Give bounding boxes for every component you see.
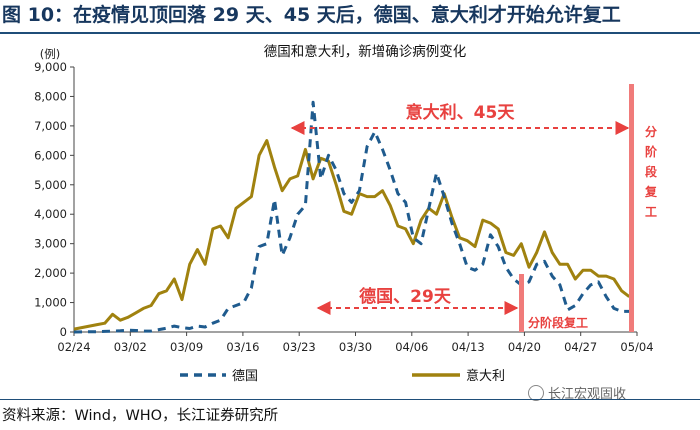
italy-reopen-label: 分阶段复工: [644, 124, 658, 219]
y-tick-label: 0: [60, 325, 67, 339]
x-tick-label: 03/09: [170, 340, 203, 354]
x-tick-label: 05/04: [620, 340, 653, 354]
germany-line: [73, 100, 638, 334]
x-axis: 02/24 03/02 03/09 03/16 03/23 03/30 04/06 04/13…: [57, 331, 654, 354]
y-tick-label: 1,000: [34, 296, 67, 310]
germany-reopen-label: 分阶段复工: [528, 315, 588, 330]
chart-title: 德国和意大利，新增确诊病例变化: [264, 43, 467, 60]
x-tick-label: 03/16: [226, 340, 259, 354]
y-unit-label: (例): [40, 47, 60, 61]
watermark: 长江宏观固收: [528, 383, 626, 402]
y-tick-label: 7,000: [34, 119, 67, 133]
y-tick-label: 8,000: [34, 89, 67, 103]
germany-interval-label: 德国、29天: [359, 286, 452, 307]
y-axis: 0 1,000 2,000 3,000 4,000 5,000 6,000 7,000 8,00…: [34, 60, 75, 339]
x-tick-label: 03/23: [283, 340, 316, 354]
y-tick-label: 2,000: [34, 266, 67, 280]
x-tick-label: 03/30: [339, 340, 372, 354]
legend-italy-label: 意大利: [466, 368, 505, 384]
italy-interval-label: 意大利、45天: [406, 102, 516, 123]
figure-title: 图 10：在疫情见顶回落 29 天、45 天后，德国、意大利才开始允许复工: [2, 4, 621, 26]
x-tick-label: 03/02: [114, 340, 147, 354]
watermark-text: 长江宏观固收: [548, 387, 627, 402]
y-tick-label: 6,000: [34, 148, 67, 162]
x-tick-label: 04/27: [564, 340, 597, 354]
germany-reopen-marker: [519, 274, 524, 332]
x-tick-label: 04/06: [395, 340, 428, 354]
y-tick-label: 9,000: [34, 60, 67, 74]
wechat-icon: [528, 385, 544, 401]
x-tick-label: 04/20: [508, 340, 541, 354]
legend-germany-label: 德国: [232, 369, 258, 384]
y-tick-label: 5,000: [34, 178, 67, 192]
x-tick-label: 04/13: [452, 340, 485, 354]
bottom-rule: [0, 399, 700, 400]
series-layer: [73, 100, 638, 334]
y-tick-label: 3,000: [34, 237, 67, 251]
y-tick-label: 4,000: [34, 207, 67, 221]
italy-line: [73, 139, 631, 331]
title-rule: [0, 32, 700, 34]
x-tick-label: 02/24: [57, 340, 90, 354]
legend: 德国 意大利: [180, 368, 505, 384]
source-note: 资料来源：Wind，WHO，长江证券研究所: [2, 408, 279, 424]
annotations: 意大利、45天 德国、29天 分阶段复工 分阶段复工: [290, 84, 658, 332]
italy-reopen-marker: [629, 84, 634, 332]
line-chart: 德国和意大利，新增确诊病例变化 (例) 0 1,000 2,000 3,000 4,00…: [34, 43, 658, 384]
